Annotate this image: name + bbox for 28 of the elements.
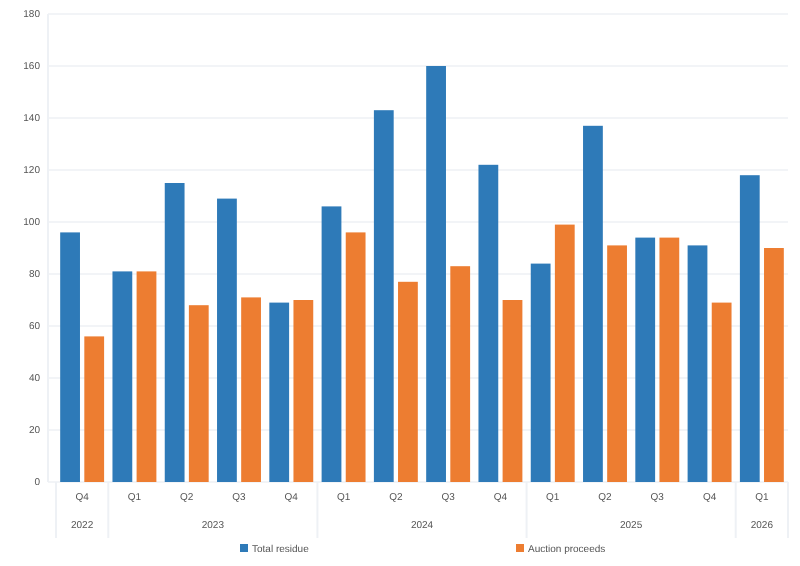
bar [373,110,394,482]
bar [321,206,342,482]
bar [217,198,237,482]
bar [502,300,523,482]
bar [711,302,732,482]
bar [659,237,680,482]
bar [398,281,418,482]
bar [60,232,80,482]
bar [583,125,603,482]
bar [554,224,575,482]
bar [764,248,784,482]
bar [635,237,656,482]
bar [188,305,209,482]
bar [293,300,314,482]
bar [164,183,185,482]
bar [687,245,708,482]
bar [269,302,290,482]
bar [241,297,261,482]
bar [112,271,133,482]
bar [607,245,627,482]
bar [530,263,551,482]
bar [450,266,471,482]
bar [345,232,366,482]
bar [426,66,446,482]
bar [478,164,499,482]
bar [84,336,105,482]
bar [136,271,157,482]
bar [739,175,760,482]
